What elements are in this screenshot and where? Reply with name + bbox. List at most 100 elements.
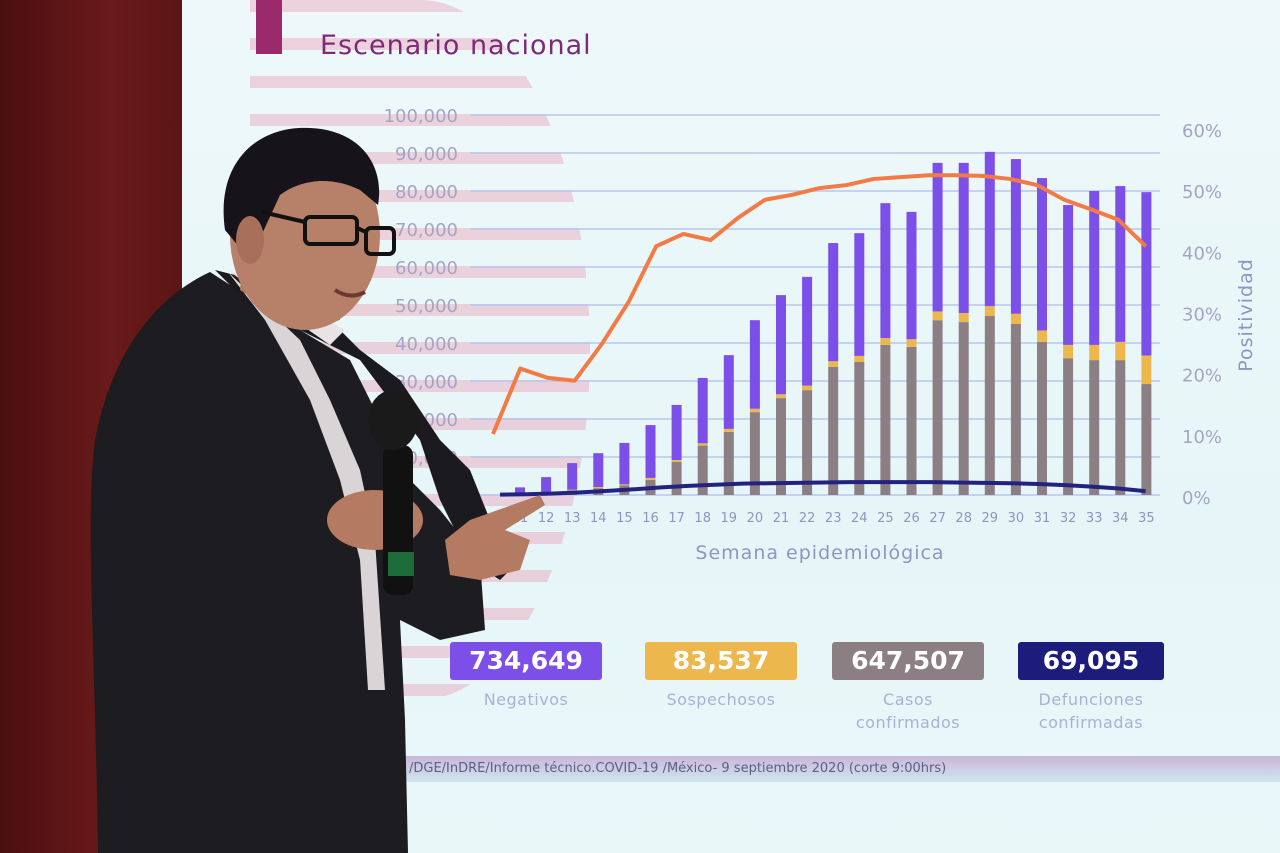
bar-sospechosos: [1089, 344, 1100, 361]
x-tick-label: 26: [903, 511, 920, 526]
x-tick-label: 13: [564, 511, 581, 526]
bar-sospechosos: [619, 484, 630, 486]
bar-negativos: [1141, 192, 1152, 356]
bar-negativos: [984, 151, 995, 307]
bar-casos-confirmados: [854, 362, 865, 495]
x-tick-label: 32: [1060, 511, 1077, 526]
bar-negativos: [593, 453, 604, 488]
x-tick-label: 27: [929, 511, 946, 526]
x-tick-label: 23: [825, 511, 842, 526]
bar-casos-confirmados: [984, 316, 995, 495]
x-tick-label: 31: [1034, 511, 1051, 526]
line-defunciones-confirmadas: [499, 480, 1146, 497]
kpi-value: 83,537: [645, 642, 797, 680]
bar-negativos: [802, 276, 813, 386]
y2-axis-ticks: 0% 10% 20% 30% 40% 50% 60%: [1182, 121, 1222, 509]
kpi-defunciones: 69,095 Defunciones confirmadas: [1018, 642, 1164, 734]
y-tick-label: 40,000: [395, 334, 458, 355]
bar-casos-confirmados: [671, 461, 682, 495]
line-positividad: [491, 173, 1148, 435]
bar-sospechosos: [1010, 313, 1021, 324]
bar-casos-confirmados: [776, 398, 786, 495]
bar-casos-confirmados: [723, 431, 734, 495]
y2-tick-label: 10%: [1182, 427, 1222, 448]
bar-sospechosos: [1037, 330, 1047, 342]
bar-negativos: [932, 162, 943, 312]
bar-negativos: [880, 203, 891, 339]
bar-negativos: [1115, 186, 1126, 342]
bar-sospechosos: [854, 355, 865, 362]
x-tick-label: 30: [1008, 511, 1025, 526]
y2-tick-label: 20%: [1182, 366, 1222, 387]
bar-sospechosos: [697, 443, 708, 446]
x-tick-label: 12: [538, 511, 555, 526]
glasses-icon: [261, 210, 396, 256]
bar-negativos: [541, 477, 552, 493]
bar-negativos: [854, 233, 865, 356]
y2-axis-label: Positividad: [1235, 258, 1257, 372]
y2-tick-label: 30%: [1182, 305, 1222, 326]
hair: [223, 127, 380, 261]
y-tick-label: 70,000: [395, 220, 458, 241]
bar-negativos: [619, 442, 630, 485]
bar-negativos: [697, 377, 708, 444]
bar-sospechosos: [828, 361, 839, 367]
bar-casos-confirmados: [1063, 358, 1074, 495]
lines: [491, 173, 1148, 497]
bar-casos-confirmados: [828, 366, 839, 495]
y-tick-label: 100,000: [384, 106, 458, 127]
x-axis-ticks: 1112131415161718192021222324252627282930…: [512, 511, 1155, 526]
bar-casos-confirmados: [880, 344, 891, 495]
bar-negativos: [906, 211, 917, 340]
bar-casos-confirmados: [1115, 360, 1126, 495]
y2-tick-label: 60%: [1182, 121, 1222, 142]
y-tick-label: 90,000: [395, 144, 458, 165]
x-axis-label: Semana epidemiológica: [695, 542, 944, 564]
x-tick-label: 21: [773, 511, 790, 526]
bar-sospechosos: [671, 460, 682, 462]
x-tick-label: 14: [590, 511, 607, 526]
slide-title: Escenario nacional: [320, 30, 592, 61]
bar-negativos: [776, 295, 786, 395]
kpi-value: 734,649: [450, 642, 602, 680]
x-tick-label: 24: [851, 511, 868, 526]
title-accent-bar: [256, 0, 282, 54]
kpi-value: 69,095: [1018, 642, 1164, 680]
y2-tick-label: 0%: [1182, 488, 1211, 509]
shirt: [228, 272, 385, 690]
bar-casos-confirmados: [932, 320, 943, 495]
y-tick-label: 30,000: [395, 372, 458, 393]
bar-sospechosos: [645, 477, 656, 480]
bar-negativos: [1010, 159, 1021, 314]
bar-negativos: [958, 162, 969, 313]
bar-sospechosos: [906, 339, 917, 347]
bar-sospechosos: [723, 428, 734, 432]
bar-sospechosos: [958, 312, 969, 323]
bar-casos-confirmados: [749, 412, 760, 495]
bar-sospechosos: [802, 385, 813, 391]
bar-sospechosos: [776, 394, 786, 399]
x-tick-label: 17: [668, 511, 685, 526]
bar-casos-confirmados: [1141, 384, 1152, 495]
x-tick-label: 19: [721, 511, 738, 526]
kpi-label: Sospechosos: [666, 690, 776, 709]
x-tick-label: 22: [799, 511, 816, 526]
bar-casos-confirmados: [697, 445, 708, 495]
x-tick-label: 33: [1086, 511, 1103, 526]
bar-casos-confirmados: [906, 346, 917, 495]
bar-negativos: [1089, 191, 1100, 345]
bar-sospechosos: [749, 408, 760, 413]
x-tick-label: 20: [747, 511, 764, 526]
y2-tick-label: 40%: [1182, 243, 1222, 264]
x-tick-label: 16: [642, 511, 659, 526]
y-tick-label: 80,000: [395, 182, 458, 203]
bar-sospechosos: [932, 311, 943, 321]
x-tick-label: 29: [982, 511, 999, 526]
x-tick-label: 18: [694, 511, 711, 526]
bar-negativos: [723, 355, 734, 429]
bar-casos-confirmados: [1010, 324, 1021, 495]
x-tick-label: 35: [1138, 511, 1155, 526]
bar-casos-confirmados: [802, 390, 813, 495]
